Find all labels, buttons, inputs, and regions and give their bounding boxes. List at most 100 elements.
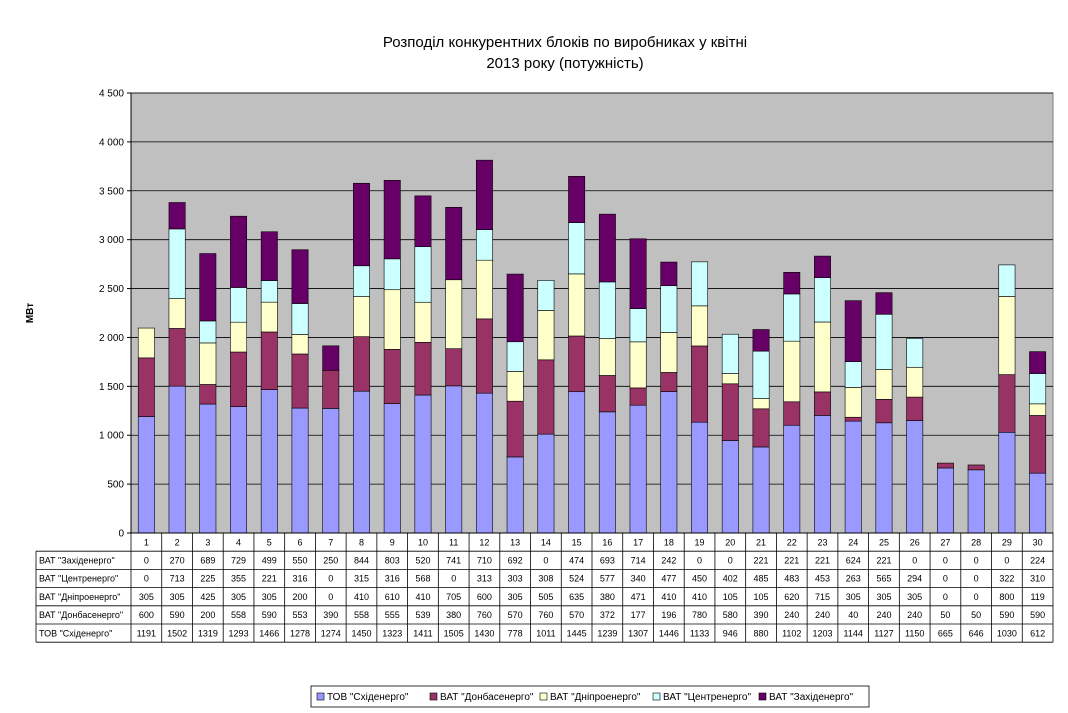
data-label: 0 xyxy=(974,556,979,566)
data-label: 0 xyxy=(328,574,333,584)
data-label: 372 xyxy=(600,610,615,620)
data-label: 570 xyxy=(508,610,523,620)
data-label: 453 xyxy=(815,574,830,584)
data-label: 1293 xyxy=(229,628,249,638)
data-label: 553 xyxy=(293,610,308,620)
data-label: 646 xyxy=(969,628,984,638)
data-label: 590 xyxy=(262,610,277,620)
bar-segment-series-2-cat-1 xyxy=(137,327,155,359)
bar-segment-series-1-cat-24 xyxy=(844,416,862,422)
data-label: 40 xyxy=(848,610,858,620)
bar-segment-series-2-cat-23 xyxy=(814,321,831,393)
bar-segment-series-3-cat-21 xyxy=(752,350,770,399)
data-label: 565 xyxy=(876,574,891,584)
bar-segment-series-2-cat-2 xyxy=(168,298,186,329)
bar-segment-series-0-cat-23 xyxy=(814,415,831,534)
bar-segment-series-0-cat-16 xyxy=(598,411,616,534)
data-label: 355 xyxy=(231,574,246,584)
bar-segment-series-2-cat-6 xyxy=(291,334,309,355)
data-label: 313 xyxy=(477,574,492,584)
data-label: 316 xyxy=(293,574,308,584)
x-tick-label: 16 xyxy=(602,538,612,548)
data-label: 1446 xyxy=(659,628,679,638)
x-tick-label: 25 xyxy=(879,538,889,548)
data-label: 410 xyxy=(354,592,369,602)
data-label: 590 xyxy=(999,610,1014,620)
x-tick-label: 11 xyxy=(449,538,458,548)
x-tick-label: 10 xyxy=(418,538,428,548)
bar-segment-series-4-cat-24 xyxy=(844,300,862,362)
data-label: 0 xyxy=(144,556,149,566)
data-label: 322 xyxy=(999,574,1014,584)
data-label: 380 xyxy=(600,592,615,602)
x-tick-label: 17 xyxy=(633,538,643,548)
data-label: 693 xyxy=(600,556,615,566)
bar-segment-series-0-cat-28 xyxy=(967,469,985,534)
chart-title-line-1: Розподіл конкурентних блоків по виробник… xyxy=(383,34,747,51)
data-label: 580 xyxy=(723,610,738,620)
bar-segment-series-3-cat-6 xyxy=(291,303,309,335)
bar-segment-series-3-cat-4 xyxy=(230,287,248,323)
bar-segment-series-2-cat-3 xyxy=(199,342,217,385)
bar-segment-series-4-cat-5 xyxy=(260,231,278,281)
bar-segment-series-2-cat-18 xyxy=(660,332,678,373)
bar-segment-series-1-cat-5 xyxy=(260,331,278,390)
x-tick-label: 7 xyxy=(328,538,333,548)
data-label: 0 xyxy=(451,574,456,584)
data-label: 0 xyxy=(943,574,948,584)
bar-segment-series-1-cat-13 xyxy=(506,400,524,458)
bar-segment-series-1-cat-29 xyxy=(998,374,1016,433)
bar-segment-series-1-cat-28 xyxy=(967,464,985,471)
bar-segment-series-2-cat-16 xyxy=(598,338,616,376)
bar-segment-series-0-cat-13 xyxy=(506,456,524,534)
bar-segment-series-1-cat-7 xyxy=(322,369,340,409)
bar-segment-series-2-cat-19 xyxy=(691,305,709,347)
bar-segment-series-0-cat-3 xyxy=(199,403,217,534)
data-label: 50 xyxy=(971,610,981,620)
data-label: 778 xyxy=(508,628,523,638)
bar-segment-series-3-cat-13 xyxy=(506,341,524,372)
bar-segment-series-1-cat-15 xyxy=(568,335,586,393)
bar-segment-series-2-cat-11 xyxy=(445,279,463,349)
x-tick-label: 2 xyxy=(175,538,180,548)
data-label: 1191 xyxy=(137,628,156,638)
bar-segment-series-3-cat-14 xyxy=(537,280,555,311)
x-tick-label: 20 xyxy=(725,538,735,548)
data-label: 1450 xyxy=(351,628,371,638)
data-label: 610 xyxy=(385,592,400,602)
bar-segment-series-3-cat-18 xyxy=(660,285,678,333)
x-tick-label: 22 xyxy=(787,538,797,548)
bar-segment-series-4-cat-21 xyxy=(752,329,770,352)
data-label: 390 xyxy=(754,610,769,620)
bar-segment-series-2-cat-26 xyxy=(906,366,924,398)
x-tick-label: 4 xyxy=(236,538,241,548)
data-label: 1278 xyxy=(290,628,310,638)
bar-segment-series-3-cat-29 xyxy=(998,264,1016,297)
bar-segment-series-0-cat-5 xyxy=(260,389,278,534)
data-label: 570 xyxy=(569,610,584,620)
bar-segment-series-2-cat-4 xyxy=(230,321,248,353)
data-label: 0 xyxy=(728,556,733,566)
data-table: 1 2 3 4 5 6 7 8 9 10 11 12 13 14 15 16 17 18 19 20 21 22 23 24 2… xyxy=(35,532,1054,643)
bar-segment-series-0-cat-10 xyxy=(414,394,432,534)
data-label: 263 xyxy=(846,574,861,584)
bar-segment-series-4-cat-25 xyxy=(875,292,893,315)
bar-segment-series-4-cat-22 xyxy=(783,272,801,295)
data-label: 803 xyxy=(385,556,400,566)
bar-segment-series-2-cat-20 xyxy=(721,373,739,385)
data-label: 1274 xyxy=(321,628,341,638)
data-label: 200 xyxy=(293,592,308,602)
x-tick-label: 29 xyxy=(1002,538,1012,548)
bar-segment-series-1-cat-8 xyxy=(353,336,370,392)
y-tick-label: 4 500 xyxy=(99,89,124,100)
bar-segment-series-0-cat-12 xyxy=(475,392,493,534)
y-tick-label: 1 500 xyxy=(99,382,124,393)
x-tick-label: 21 xyxy=(756,538,766,548)
bar-segment-series-3-cat-25 xyxy=(875,313,893,370)
bar-segment-series-3-cat-12 xyxy=(475,229,493,261)
bar-segment-series-2-cat-30 xyxy=(1029,403,1047,416)
x-tick-label: 28 xyxy=(971,538,981,548)
bar-segment-series-0-cat-19 xyxy=(691,421,709,534)
bar-segment-series-4-cat-30 xyxy=(1029,351,1047,374)
bar-segment-series-0-cat-9 xyxy=(383,403,401,534)
